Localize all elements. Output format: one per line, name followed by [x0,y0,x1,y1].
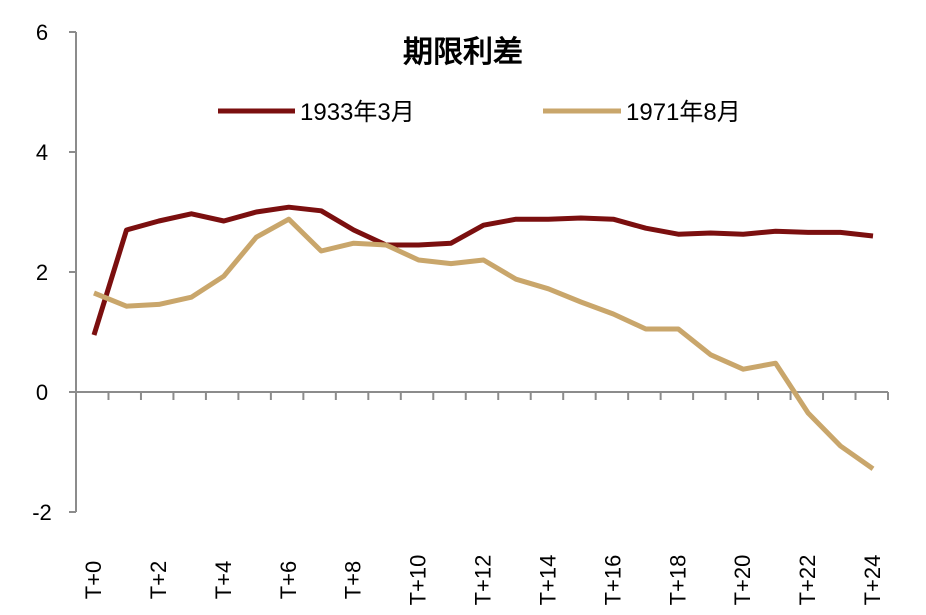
legend: 1933年3月 1971年8月 [218,99,741,126]
y-ticks: -2 0 2 4 6 [32,20,76,525]
y-tick-label: -2 [32,500,52,525]
series-layer [91,204,875,471]
chart-title: 期限利差 [403,36,523,69]
x-tick-label: T+10 [406,555,431,606]
x-tick-label: T+24 [860,555,885,606]
y-tick-label: 6 [36,20,48,45]
x-tick-label: T+8 [341,561,366,600]
legend-label-2: 1971年8月 [626,99,741,126]
x-tick-label: T+20 [730,555,755,606]
x-tick-label: T+22 [795,555,820,606]
x-tick-label: T+6 [276,561,301,600]
series-line-2 [93,216,875,471]
x-tick-label: T+16 [600,555,625,606]
x-tick-label: T+14 [535,555,560,606]
series-line-1 [91,204,874,336]
y-tick-label: 0 [36,380,48,405]
x-ticks: T+0 T+2 T+4 T+6 T+8 T+10 T+12 T+14 T+16 T+18 T+20 T… [75,392,889,606]
x-tick-label: T+12 [471,555,496,606]
y-tick-label: 2 [36,260,48,285]
x-tick-label: T+4 [211,561,236,600]
y-tick-label: 4 [36,140,48,165]
x-tick-label: T+2 [146,561,171,600]
legend-label-1: 1933年3月 [300,99,415,126]
x-tick-label: T+0 [81,561,106,600]
x-tick-label: T+18 [665,555,690,606]
